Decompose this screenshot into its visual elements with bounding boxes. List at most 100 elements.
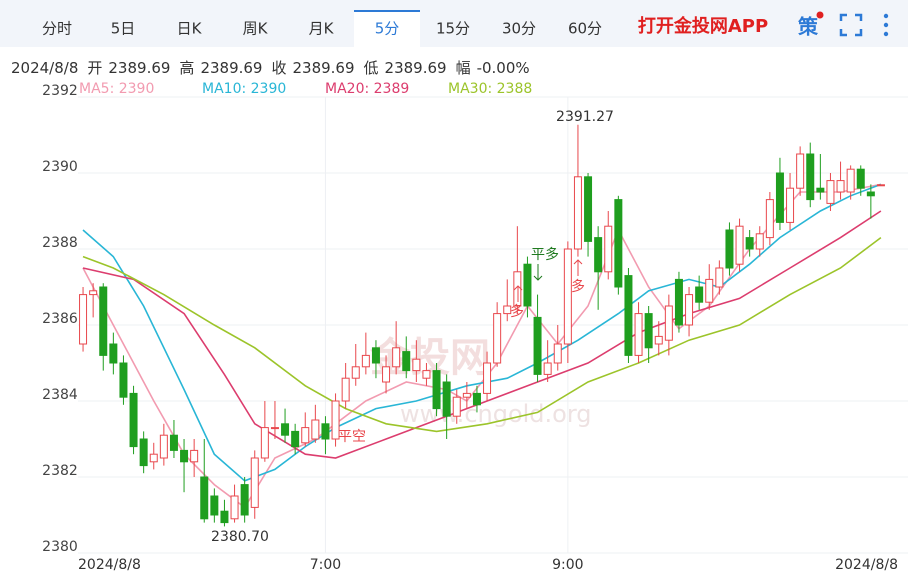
- y-tick-label: 2390: [42, 159, 78, 175]
- candle-body: [584, 176, 593, 242]
- tab[interactable]: 月K: [309, 20, 335, 38]
- candle-body: [281, 423, 290, 436]
- signal-arrow: [533, 264, 543, 281]
- ma-line: [82, 210, 882, 459]
- tab[interactable]: 周K: [243, 20, 269, 38]
- tab[interactable]: 5分: [375, 20, 400, 38]
- menu-icon[interactable]: [883, 13, 889, 37]
- candle-body: [563, 248, 572, 345]
- candle-body: [483, 362, 492, 394]
- y-tick-label: 2388: [42, 235, 78, 251]
- candle-body: [392, 347, 401, 368]
- candle-body: [775, 172, 784, 223]
- candle-body: [159, 434, 168, 459]
- x-tick-label: 7:00: [310, 557, 341, 573]
- candle-body: [169, 434, 178, 451]
- candle-body: [109, 343, 118, 364]
- candle-body: [715, 267, 724, 288]
- tab[interactable]: 分时: [42, 20, 72, 38]
- candle-body: [331, 400, 340, 440]
- info-date: 2024/8/8: [11, 59, 78, 77]
- tab[interactable]: 15分: [436, 20, 470, 38]
- fullscreen-icon[interactable]: [839, 13, 863, 37]
- candle-body: [139, 438, 148, 467]
- candle-body: [79, 294, 88, 345]
- info-line: 2024/8/8 开 2389.69 高 2389.69 收 2389.69 低 2389.69…: [11, 59, 530, 77]
- candle-body: [190, 449, 199, 463]
- info-value: 2389.69: [385, 59, 447, 77]
- strategy-icon[interactable]: 策: [798, 15, 819, 39]
- candle-body: [846, 168, 855, 193]
- candle-body: [89, 290, 98, 296]
- info-value: 2389.69: [200, 59, 262, 77]
- candle-body: [634, 313, 643, 356]
- candle-body: [836, 180, 845, 193]
- info-label: 收: [271, 59, 286, 77]
- info-label: 低: [364, 59, 379, 77]
- candle-body: [250, 457, 259, 508]
- candle-body: [614, 199, 623, 288]
- candle-body: [452, 396, 461, 417]
- candle-body: [876, 184, 885, 187]
- candle-body: [765, 199, 774, 239]
- signal: 多: [510, 303, 524, 320]
- candle-body: [624, 275, 633, 356]
- y-tick-label: 2386: [42, 311, 78, 327]
- candle-body: [755, 233, 764, 250]
- candle-body: [664, 305, 673, 341]
- candle-body: [553, 343, 562, 364]
- high-label: 2391.27: [556, 109, 614, 125]
- x-tick-label: 2024/8/8: [835, 557, 898, 573]
- info-value: -0.00%: [477, 59, 530, 77]
- y-tick-label: 2382: [42, 463, 78, 479]
- candle-body: [685, 294, 694, 326]
- ma-line: [82, 183, 882, 509]
- candle-body: [119, 362, 128, 398]
- candle-body: [200, 476, 209, 520]
- candle-body: [442, 381, 451, 417]
- tab[interactable]: 日K: [177, 20, 203, 38]
- candle-body: [321, 423, 330, 440]
- y-tick-label: 2384: [42, 387, 78, 403]
- candle-body: [523, 263, 532, 307]
- active-tab: [354, 10, 420, 47]
- candle-body: [604, 225, 613, 273]
- low-label: 2380.70: [211, 529, 269, 545]
- candle-body: [361, 354, 370, 368]
- info-label: 幅: [456, 59, 471, 77]
- candle-body: [806, 153, 815, 201]
- candle-body: [695, 286, 704, 303]
- candle-body: [432, 370, 441, 410]
- candle-body: [260, 427, 269, 459]
- candle-body: [725, 229, 734, 269]
- signal: 多: [571, 278, 585, 295]
- watermark-url: www.cngold.org: [400, 400, 592, 428]
- tab[interactable]: 30分: [502, 20, 536, 38]
- info-label: 开: [87, 59, 102, 77]
- candle-body: [301, 427, 310, 444]
- candle-body: [180, 449, 189, 463]
- candle-body: [210, 495, 219, 516]
- tab[interactable]: 5日: [111, 20, 136, 38]
- signal: 平空: [338, 429, 366, 445]
- candle-body: [796, 153, 805, 189]
- candle-body: [543, 362, 552, 375]
- candle-body: [412, 358, 421, 372]
- candle-body: [291, 430, 300, 448]
- info-label: 高: [179, 59, 194, 77]
- tab[interactable]: 60分: [568, 20, 602, 38]
- candle-body: [533, 316, 542, 375]
- x-tick-label: 9:00: [552, 557, 583, 573]
- ma-line: [82, 183, 882, 482]
- candle-body: [745, 237, 754, 250]
- app-link[interactable]: 打开金投网APP: [638, 15, 768, 37]
- info-value: 2389.69: [108, 59, 170, 77]
- info-value: 2389.69: [292, 59, 354, 77]
- candle-body: [371, 347, 380, 364]
- candle-body: [594, 237, 603, 273]
- candle-body: [270, 427, 279, 430]
- candle-body: [503, 305, 512, 315]
- candle-body: [149, 453, 158, 463]
- candle-body: [493, 313, 502, 364]
